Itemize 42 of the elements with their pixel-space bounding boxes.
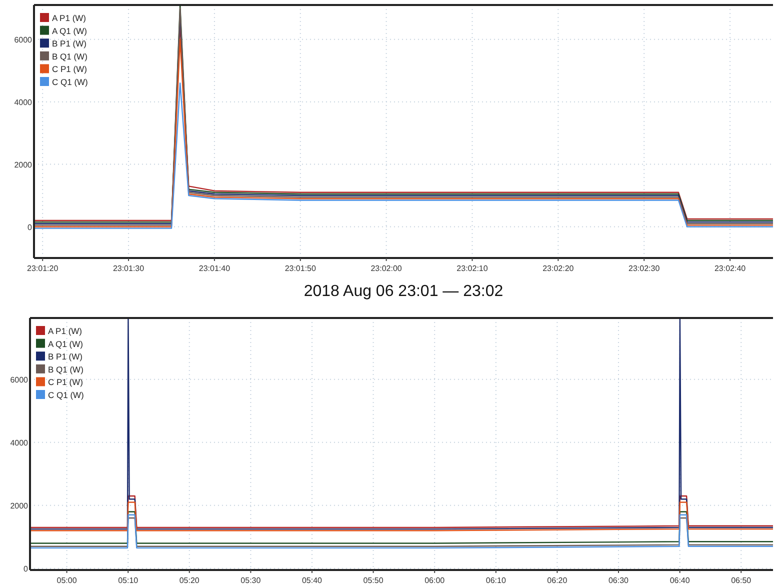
- x-tick-label: 05:50: [363, 576, 384, 585]
- x-tick-label: 23:01:40: [198, 264, 231, 273]
- legend-label: B Q1 (W): [48, 364, 84, 374]
- x-tick-label: 23:01:50: [284, 264, 317, 273]
- x-tick-label: 23:02:30: [628, 264, 660, 273]
- legend-label: A P1 (W): [52, 13, 86, 23]
- legend-label: A Q1 (W): [52, 26, 88, 36]
- y-tick-label: 4000: [14, 98, 33, 107]
- y-tick-label: 6000: [10, 375, 29, 384]
- x-tick-label: 23:02:00: [370, 264, 402, 273]
- x-tick-label: 06:00: [424, 576, 446, 585]
- y-tick-label: 2000: [10, 501, 29, 510]
- legend-label: B P1 (W): [52, 38, 87, 49]
- x-tick-label: 06:40: [670, 576, 690, 585]
- y-tick-label: 0: [24, 564, 29, 574]
- x-tick-label: 23:01:20: [27, 264, 59, 273]
- x-tick-label: 06:30: [608, 576, 630, 585]
- y-tick-label: 0: [28, 222, 33, 232]
- x-tick-label: 05:10: [118, 576, 139, 585]
- legend-label: A Q1 (W): [48, 338, 84, 349]
- x-tick-label: 23:02:10: [456, 264, 488, 273]
- legend-label: B P1 (W): [48, 352, 83, 362]
- x-axis-title: 2018 Aug 06 23:01 — 23:02: [304, 283, 504, 300]
- legend-label: A P1 (W): [48, 326, 82, 336]
- legend-label: C P1 (W): [48, 377, 84, 388]
- y-tick-label: 4000: [10, 438, 29, 448]
- y-tick-label: 6000: [14, 35, 33, 44]
- x-tick-label: 05:20: [179, 576, 200, 585]
- x-tick-label: 06:20: [547, 576, 568, 585]
- legend-label: C Q1 (W): [48, 390, 84, 400]
- x-tick-label: 23:02:20: [542, 264, 574, 273]
- x-tick-label: 05:30: [240, 576, 262, 585]
- x-tick-label: 05:40: [302, 576, 323, 585]
- y-tick-label: 2000: [14, 160, 33, 170]
- legend-label: C Q1 (W): [52, 77, 88, 87]
- x-tick-label: 23:01:30: [112, 264, 145, 273]
- x-tick-label: 05:00: [56, 576, 78, 585]
- x-tick-label: 06:10: [486, 576, 506, 585]
- legend-label: C P1 (W): [52, 64, 88, 74]
- legend-label: B Q1 (W): [52, 51, 88, 62]
- x-tick-label: 06:50: [731, 576, 752, 585]
- x-tick-label: 23:02:40: [714, 264, 746, 273]
